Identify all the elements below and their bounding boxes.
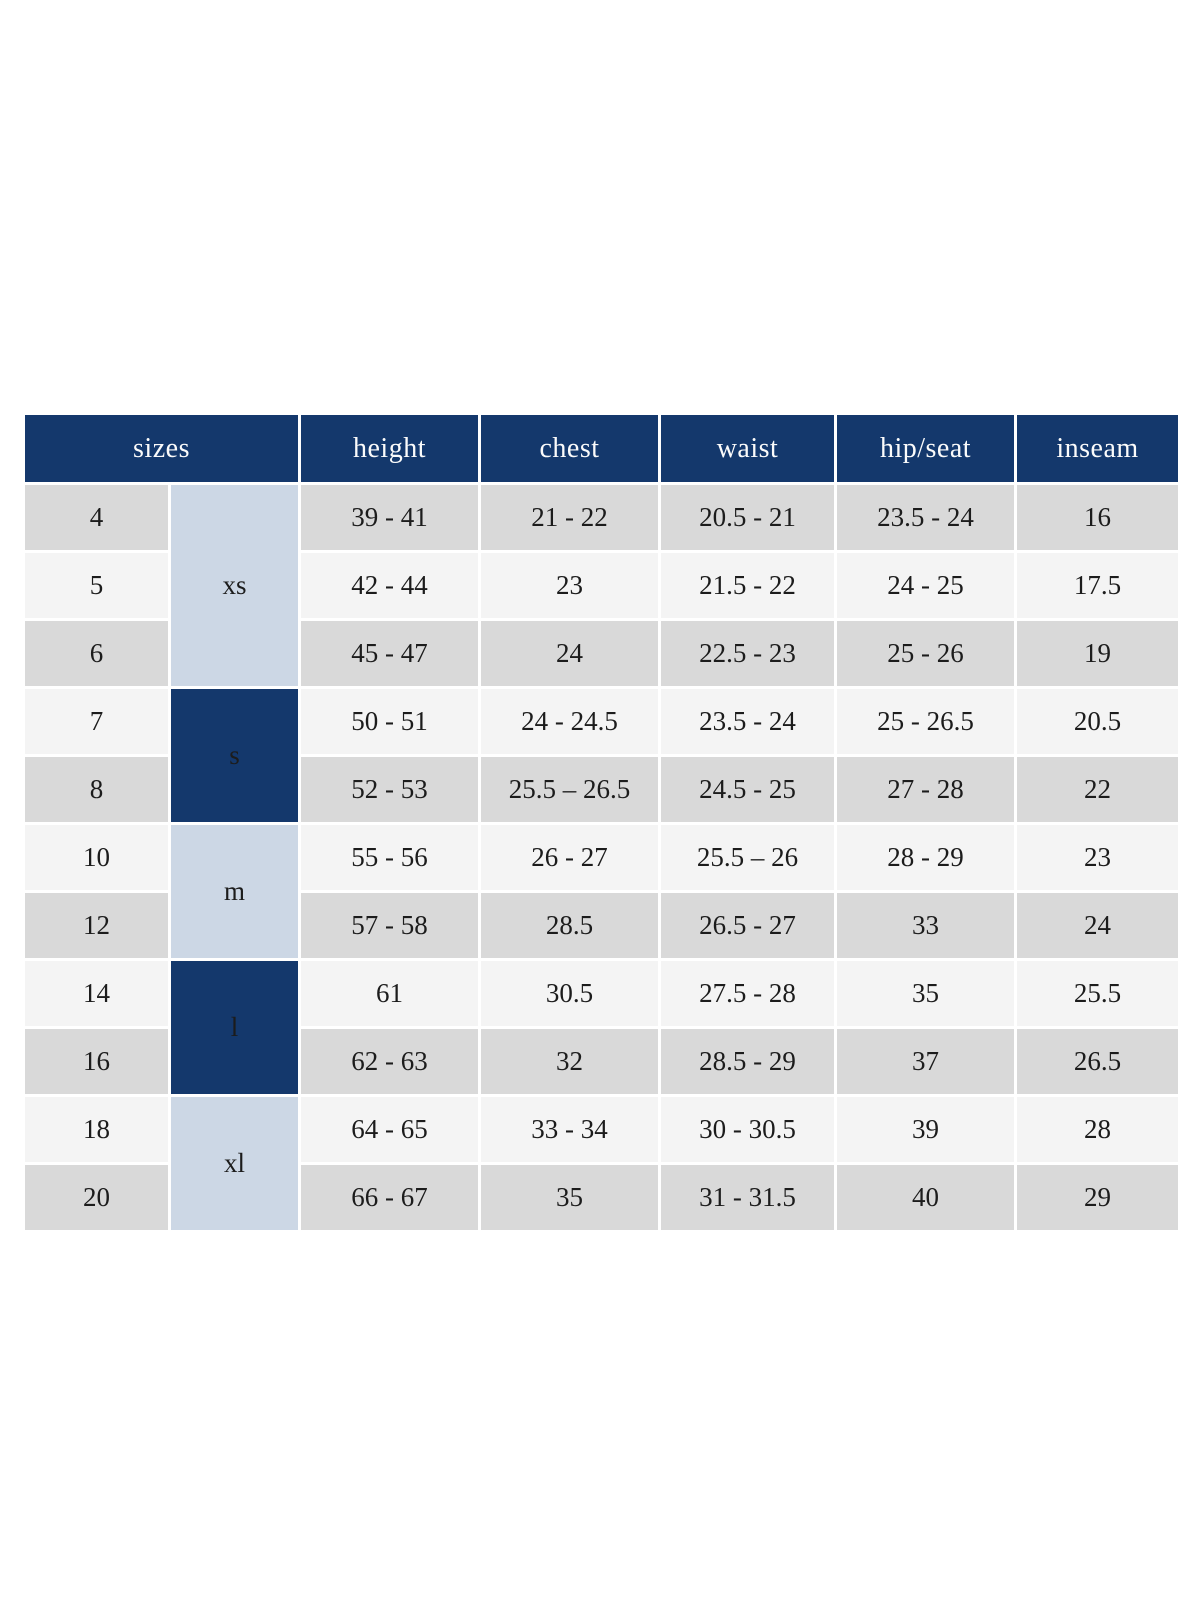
cell-height: 45 - 47 <box>298 618 481 689</box>
cell-waist: 25.5 – 26 <box>658 822 837 893</box>
cell-height: 62 - 63 <box>298 1026 481 1097</box>
cell-inseam: 25.5 <box>1014 958 1181 1029</box>
column-header-hip-seat: hip/seat <box>834 412 1017 485</box>
cell-waist: 27.5 - 28 <box>658 958 837 1029</box>
cell-waist: 21.5 - 22 <box>658 550 837 621</box>
cell-hip-seat: 25 - 26 <box>834 618 1017 689</box>
table-row: 7 s 50 - 51 24 - 24.5 23.5 - 24 25 - 26.… <box>22 686 1181 825</box>
cell-height: 50 - 51 <box>298 686 481 757</box>
cell-inseam: 24 <box>1014 890 1181 961</box>
column-header-chest: chest <box>478 412 661 485</box>
cell-height: 57 - 58 <box>298 890 481 961</box>
column-header-inseam: inseam <box>1014 412 1181 485</box>
table-row: 20 66 - 67 35 31 - 31.5 40 29 <box>22 1162 1181 1233</box>
cell-size: 20 <box>22 1162 171 1233</box>
cell-waist: 20.5 - 21 <box>658 482 837 553</box>
cell-chest: 23 <box>478 550 661 621</box>
cell-chest: 26 - 27 <box>478 822 661 893</box>
cell-inseam: 17.5 <box>1014 550 1181 621</box>
table-row: 8 52 - 53 25.5 – 26.5 24.5 - 25 27 - 28 … <box>22 754 1181 825</box>
cell-height: 42 - 44 <box>298 550 481 621</box>
cell-hip-seat: 23.5 - 24 <box>834 482 1017 553</box>
cell-hip-seat: 27 - 28 <box>834 754 1017 825</box>
column-header-sizes: sizes <box>22 412 301 485</box>
cell-inseam: 19 <box>1014 618 1181 689</box>
table-row: 4 xs 39 - 41 21 - 22 20.5 - 21 23.5 - 24… <box>22 482 1181 689</box>
cell-size: 14 <box>22 958 171 1029</box>
column-header-height: height <box>298 412 481 485</box>
header-row: sizes height chest waist hip/seat inseam <box>22 412 1181 485</box>
cell-waist: 28.5 - 29 <box>658 1026 837 1097</box>
cell-inseam: 20.5 <box>1014 686 1181 757</box>
cell-size: 10 <box>22 822 171 893</box>
cell-hip-seat: 40 <box>834 1162 1017 1233</box>
size-group-cell-xs: xs <box>168 482 301 689</box>
cell-inseam: 16 <box>1014 482 1181 553</box>
cell-size: 16 <box>22 1026 171 1097</box>
cell-waist: 23.5 - 24 <box>658 686 837 757</box>
cell-chest: 32 <box>478 1026 661 1097</box>
cell-chest: 33 - 34 <box>478 1094 661 1165</box>
cell-inseam: 29 <box>1014 1162 1181 1233</box>
cell-size: 6 <box>22 618 171 689</box>
cell-inseam: 22 <box>1014 754 1181 825</box>
table-row: 14 l 61 30.5 27.5 - 28 35 25.5 <box>22 958 1181 1097</box>
cell-height: 39 - 41 <box>298 482 481 553</box>
table-row: 6 45 - 47 24 22.5 - 23 25 - 26 19 <box>22 618 1181 689</box>
column-header-waist: waist <box>658 412 837 485</box>
size-chart-table: sizes height chest waist hip/seat inseam… <box>22 412 1181 1233</box>
cell-inseam: 23 <box>1014 822 1181 893</box>
cell-height: 64 - 65 <box>298 1094 481 1165</box>
table-row: 18 xl 64 - 65 33 - 34 30 - 30.5 39 28 <box>22 1094 1181 1233</box>
table-row: 5 42 - 44 23 21.5 - 22 24 - 25 17.5 <box>22 550 1181 621</box>
cell-size: 8 <box>22 754 171 825</box>
cell-waist: 24.5 - 25 <box>658 754 837 825</box>
table-row: 12 57 - 58 28.5 26.5 - 27 33 24 <box>22 890 1181 961</box>
cell-hip-seat: 24 - 25 <box>834 550 1017 621</box>
cell-chest: 25.5 – 26.5 <box>478 754 661 825</box>
size-group-cell-l: l <box>168 958 301 1097</box>
cell-size: 7 <box>22 686 171 757</box>
cell-height: 52 - 53 <box>298 754 481 825</box>
cell-hip-seat: 37 <box>834 1026 1017 1097</box>
cell-waist: 22.5 - 23 <box>658 618 837 689</box>
cell-chest: 35 <box>478 1162 661 1233</box>
cell-size: 5 <box>22 550 171 621</box>
cell-chest: 28.5 <box>478 890 661 961</box>
cell-height: 66 - 67 <box>298 1162 481 1233</box>
cell-chest: 24 <box>478 618 661 689</box>
cell-chest: 24 - 24.5 <box>478 686 661 757</box>
size-group-cell-xl: xl <box>168 1094 301 1233</box>
table-row: 16 62 - 63 32 28.5 - 29 37 26.5 <box>22 1026 1181 1097</box>
cell-waist: 30 - 30.5 <box>658 1094 837 1165</box>
cell-size: 12 <box>22 890 171 961</box>
size-group-cell-m: m <box>168 822 301 961</box>
cell-hip-seat: 28 - 29 <box>834 822 1017 893</box>
size-group-cell-s: s <box>168 686 301 825</box>
cell-chest: 21 - 22 <box>478 482 661 553</box>
cell-hip-seat: 35 <box>834 958 1017 1029</box>
cell-size: 4 <box>22 482 171 553</box>
cell-height: 61 <box>298 958 481 1029</box>
table-row: 10 m 55 - 56 26 - 27 25.5 – 26 28 - 29 2… <box>22 822 1181 961</box>
cell-hip-seat: 25 - 26.5 <box>834 686 1017 757</box>
cell-waist: 31 - 31.5 <box>658 1162 837 1233</box>
cell-height: 55 - 56 <box>298 822 481 893</box>
cell-hip-seat: 33 <box>834 890 1017 961</box>
cell-size: 18 <box>22 1094 171 1165</box>
cell-inseam: 26.5 <box>1014 1026 1181 1097</box>
size-chart: sizes height chest waist hip/seat inseam… <box>22 412 1181 1233</box>
cell-hip-seat: 39 <box>834 1094 1017 1165</box>
cell-chest: 30.5 <box>478 958 661 1029</box>
cell-inseam: 28 <box>1014 1094 1181 1165</box>
cell-waist: 26.5 - 27 <box>658 890 837 961</box>
